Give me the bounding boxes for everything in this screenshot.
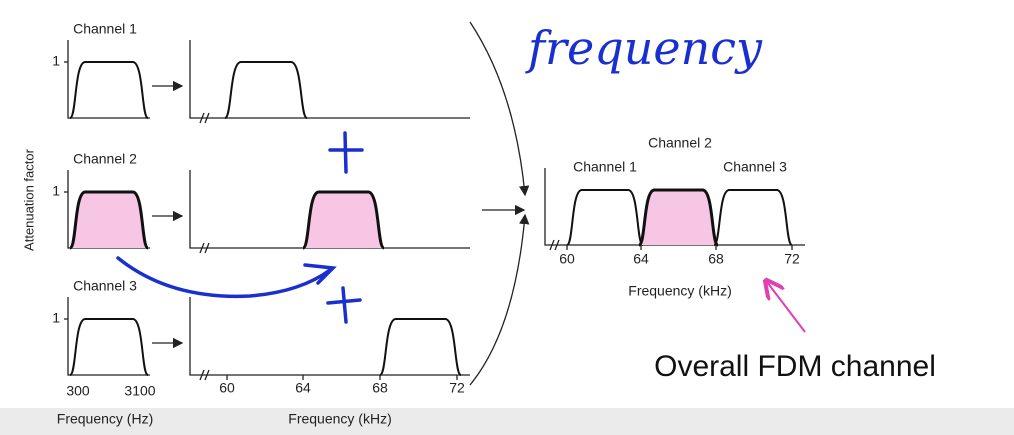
tick-label: 72 — [784, 251, 800, 267]
passband — [69, 318, 149, 376]
axes — [67, 40, 150, 119]
axes — [189, 297, 470, 376]
passband — [224, 61, 308, 119]
pink-arrow — [767, 282, 806, 333]
tick-label: 64 — [633, 251, 649, 267]
channel-label: Channel 3 — [723, 159, 787, 175]
axes — [67, 297, 150, 376]
plus-sign — [328, 131, 364, 174]
tick-label: 300 — [66, 383, 90, 399]
tick-label: 64 — [295, 380, 311, 396]
handwritten-arrow — [116, 256, 337, 299]
passband — [379, 318, 462, 376]
plus-sign — [326, 286, 362, 324]
axes — [544, 168, 805, 246]
axis-break — [199, 242, 210, 254]
tick-label: 68 — [372, 380, 388, 396]
level-label: 1 — [52, 183, 60, 199]
connector — [469, 21, 530, 197]
axis-label: Frequency (Hz) — [57, 411, 153, 427]
passband — [566, 189, 644, 246]
level-label: 1 — [52, 310, 60, 326]
passband — [301, 190, 386, 250]
passband — [69, 61, 149, 119]
axis-break — [549, 239, 560, 251]
level-label: 1 — [52, 53, 60, 69]
handwriting: frequency — [525, 21, 763, 75]
connector — [469, 213, 530, 386]
passband — [713, 189, 793, 246]
passband — [637, 188, 720, 247]
axis-break — [199, 112, 210, 124]
tick-label: 60 — [219, 380, 235, 396]
passband — [68, 190, 150, 250]
axis-label: Frequency (kHz) — [628, 283, 731, 299]
footer-bar — [0, 408, 1014, 435]
channel-label: Channel 2 — [648, 135, 712, 151]
channel-label: Channel 1 — [73, 21, 137, 37]
channel-label: Channel 1 — [573, 159, 637, 175]
y-axis-label: Attenuation factor — [21, 148, 36, 251]
tick-label: 3100 — [124, 383, 155, 399]
caption: Overall FDM channel — [654, 350, 936, 383]
axes — [189, 40, 470, 119]
channel-label: Channel 3 — [73, 278, 137, 294]
tick-label: 68 — [708, 251, 724, 267]
tick-label: 72 — [449, 380, 465, 396]
axis-label: Frequency (kHz) — [288, 411, 391, 427]
tick-label: 60 — [559, 251, 575, 267]
axis-break — [199, 369, 210, 381]
channel-label: Channel 2 — [73, 151, 137, 167]
